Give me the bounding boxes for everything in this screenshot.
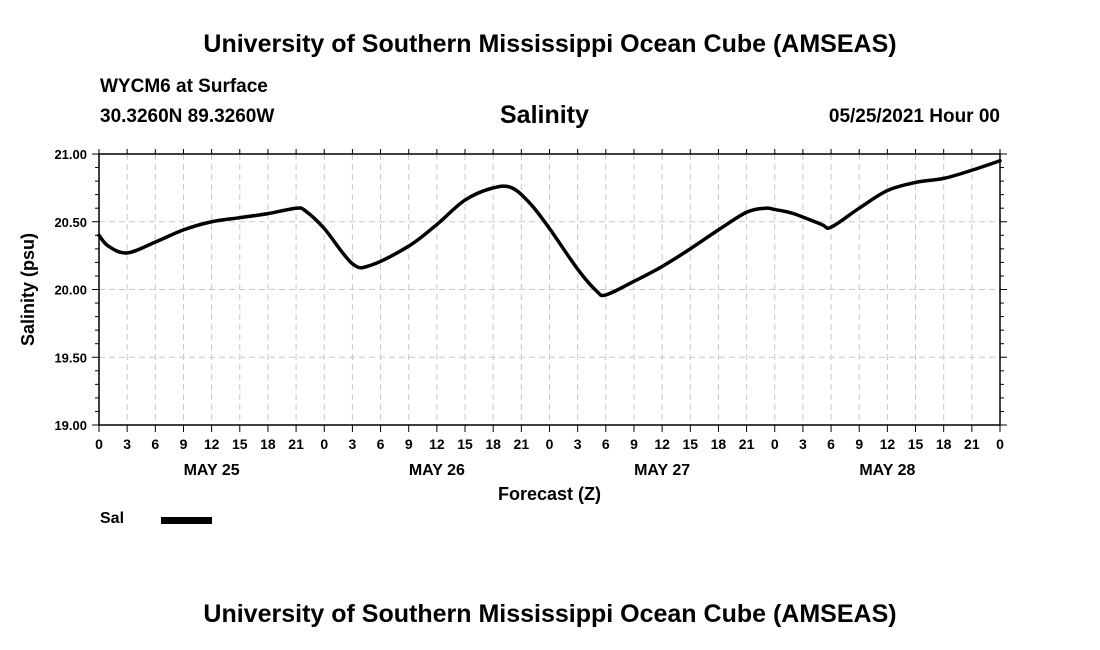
x-tick-label: 6 — [377, 436, 385, 452]
y-axis-label: Salinity (psu) — [18, 233, 38, 346]
legend-swatch — [161, 517, 212, 524]
y-tick-label: 19.50 — [54, 350, 87, 365]
salinity-series-line — [97, 159, 1002, 298]
x-tick-label: 15 — [908, 436, 924, 452]
x-axis-label: Forecast (Z) — [498, 484, 601, 504]
x-tick-label: 12 — [654, 436, 670, 452]
x-tick-label: 6 — [827, 436, 835, 452]
x-tick-label: 9 — [630, 436, 638, 452]
x-tick-label: 21 — [739, 436, 755, 452]
x-tick-label: 15 — [682, 436, 698, 452]
x-tick-label: 9 — [405, 436, 413, 452]
x-tick-label: 12 — [880, 436, 896, 452]
legend-label: Sal — [100, 510, 125, 527]
x-tick-label: 12 — [204, 436, 220, 452]
x-tick-label: 18 — [485, 436, 501, 452]
chart-main-title: University of Southern Mississippi Ocean… — [203, 30, 897, 58]
x-tick-label: 0 — [320, 436, 328, 452]
day-label: MAY 28 — [859, 462, 915, 479]
y-tick-label: 19.00 — [54, 418, 87, 433]
x-tick-label: 9 — [180, 436, 188, 452]
x-tick-label: 15 — [457, 436, 473, 452]
x-tick-label: 0 — [546, 436, 554, 452]
station-label: WYCM6 at Surface — [100, 76, 268, 97]
x-tick-label: 6 — [602, 436, 610, 452]
x-tick-label: 18 — [711, 436, 727, 452]
x-tick-label: 3 — [123, 436, 131, 452]
x-tick-label: 18 — [936, 436, 952, 452]
x-tick-label: 15 — [232, 436, 248, 452]
run-time-label: 05/25/2021 Hour 00 — [828, 106, 1000, 127]
coordinates-label: 30.3260N 89.3260W — [100, 106, 275, 127]
footer-title: University of Southern Mississippi Ocean… — [203, 600, 897, 628]
x-tick-label: 3 — [349, 436, 357, 452]
x-tick-label: 0 — [95, 436, 103, 452]
x-tick-label: 21 — [514, 436, 530, 452]
day-label: MAY 25 — [184, 462, 240, 479]
y-tick-label: 20.50 — [54, 215, 87, 230]
x-tick-label: 6 — [151, 436, 159, 452]
x-tick-label: 12 — [429, 436, 445, 452]
y-tick-label: 21.00 — [54, 147, 87, 162]
chart-title: Salinity — [500, 101, 589, 129]
x-tick-label: 21 — [288, 436, 304, 452]
x-tick-label: 3 — [574, 436, 582, 452]
x-tick-label: 0 — [996, 436, 1004, 452]
y-tick-label: 20.00 — [54, 283, 87, 298]
x-tick-label: 21 — [964, 436, 980, 452]
x-tick-label: 3 — [799, 436, 807, 452]
x-tick-label: 0 — [771, 436, 779, 452]
day-label: MAY 27 — [634, 462, 690, 479]
x-tick-label: 18 — [260, 436, 276, 452]
x-tick-label: 9 — [855, 436, 863, 452]
day-label: MAY 26 — [409, 462, 465, 479]
